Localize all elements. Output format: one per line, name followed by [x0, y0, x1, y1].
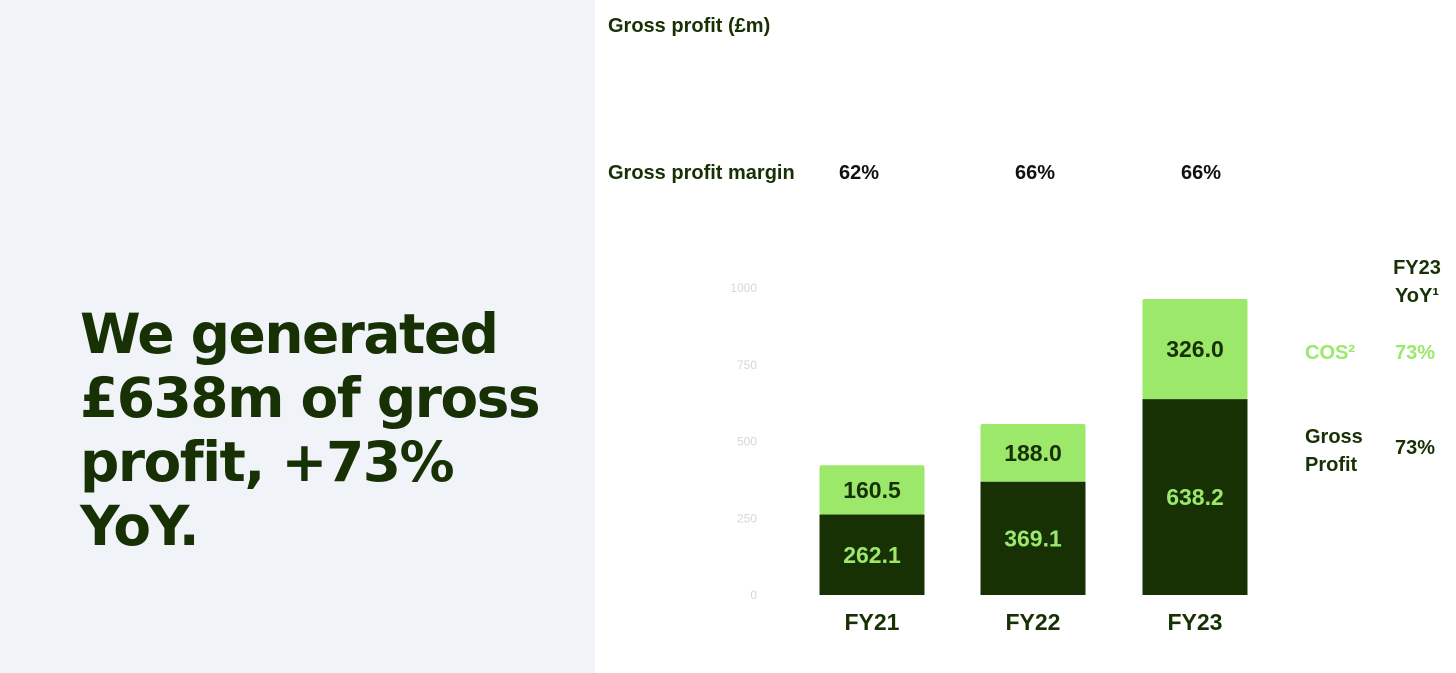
margin-value-fy23: 66% — [1180, 162, 1222, 184]
margin-label: Gross profit margin — [608, 162, 795, 184]
side-legend-cos-label: COS² — [1305, 342, 1355, 364]
side-header-year: FY23 — [1393, 257, 1441, 279]
data-label: 188.0 — [1004, 440, 1062, 466]
y-axis: 0 250 500 750 1000 — [730, 281, 757, 602]
headline-line-1: We generated — [80, 302, 499, 366]
bar-segment-fy21-cos — [819, 465, 925, 515]
x-tick-label: FY23 — [1168, 609, 1223, 635]
y-tick-label: 0 — [750, 588, 757, 602]
bar-segment-fy23-cos — [1142, 298, 1248, 400]
side-legend-header: FY23 YoY¹ — [1380, 254, 1454, 310]
data-label: 369.1 — [1004, 525, 1062, 551]
headline-line-3: profit, +73% YoY. — [80, 430, 455, 558]
side-gp-line-2: Profit — [1305, 454, 1358, 476]
bar-segment-fy22-cos — [980, 423, 1086, 482]
headline: We generated £638m of gross profit, +73%… — [80, 302, 580, 558]
bars: 262.1 160.5 369.1 188.0 638.2 326.0 — [819, 298, 1248, 595]
y-tick-label: 250 — [737, 511, 757, 525]
chart-title: Gross profit (£m) — [608, 15, 771, 37]
bar-segment-fy22-gross-profit — [980, 481, 1086, 595]
data-label: 326.0 — [1166, 336, 1224, 362]
data-label: 638.2 — [1166, 484, 1224, 510]
side-legend-gp-value: 73% — [1395, 437, 1436, 459]
y-tick-label: 750 — [737, 358, 757, 372]
margin-value-fy22: 66% — [1014, 162, 1056, 184]
bar-segment-fy21-gross-profit — [819, 514, 925, 595]
side-legend-gp-label: Gross Profit — [1305, 423, 1385, 479]
side-gp-line-1: Gross — [1305, 426, 1363, 448]
data-label: 262.1 — [843, 542, 901, 568]
left-panel: We generated £638m of gross profit, +73%… — [0, 0, 595, 673]
y-tick-label: 500 — [737, 435, 757, 449]
headline-line-2: £638m of gross — [80, 366, 541, 430]
y-tick-label: 1000 — [730, 281, 757, 295]
side-legend-cos-value: 73% — [1395, 342, 1436, 364]
x-tick-label: FY21 — [845, 609, 900, 635]
margin-value-fy21: 62% — [838, 162, 880, 184]
bar-segment-fy23-gross-profit — [1142, 399, 1248, 595]
side-header-yoy: YoY¹ — [1394, 285, 1440, 307]
x-tick-label: FY22 — [1006, 609, 1061, 635]
data-label: 160.5 — [843, 477, 901, 503]
x-axis: FY21 FY22 FY23 — [845, 609, 1223, 635]
